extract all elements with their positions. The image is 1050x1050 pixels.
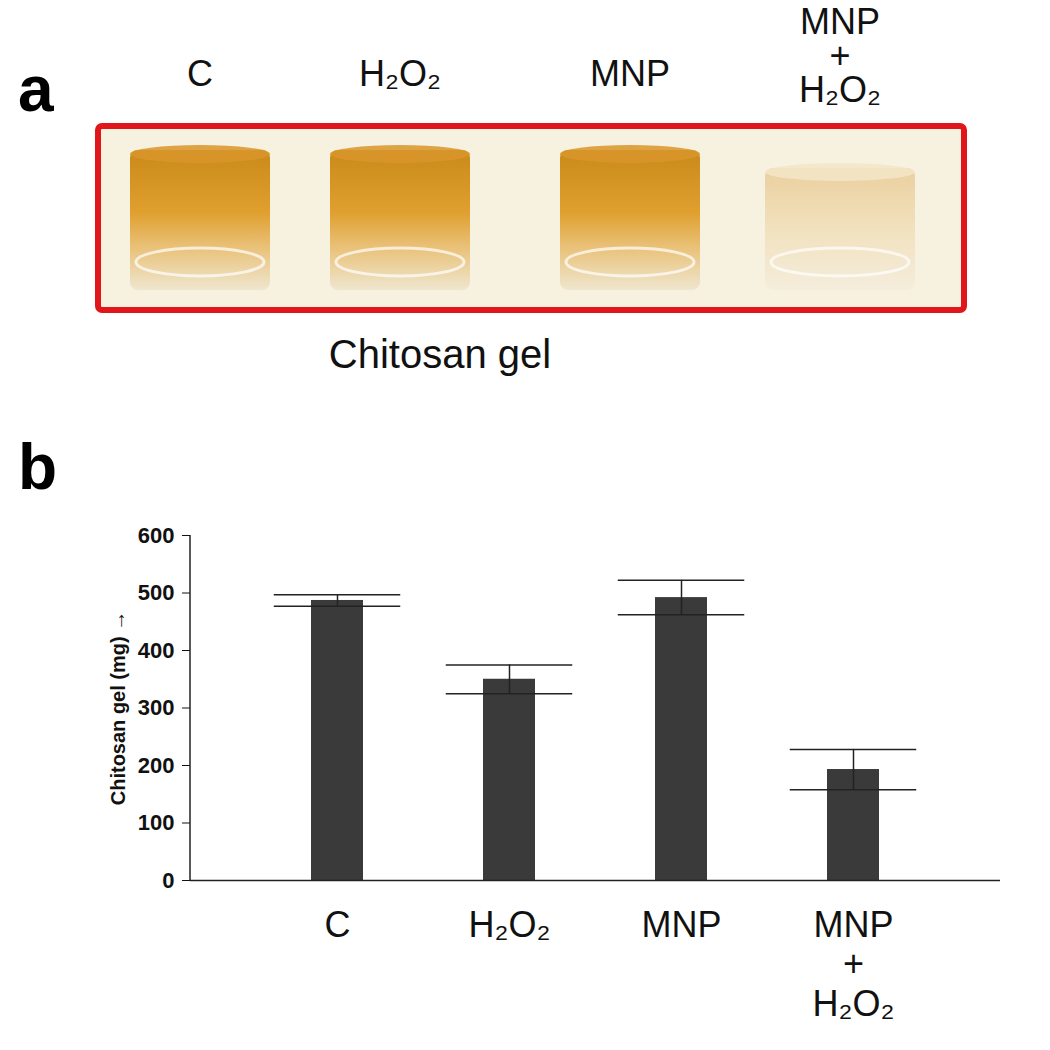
svg-text:Chitosan gel: Chitosan gel: [329, 332, 551, 376]
svg-text:H₂O₂: H₂O₂: [359, 53, 441, 94]
svg-text:500: 500: [138, 580, 175, 605]
svg-text:Chitosan gel (mg) →: Chitosan gel (mg) →: [107, 611, 129, 805]
html-text:b: b: [18, 431, 58, 503]
svg-text:600: 600: [138, 523, 175, 548]
svg-text:100: 100: [138, 810, 175, 835]
svg-text:200: 200: [138, 753, 175, 778]
svg-text:C: C: [187, 53, 213, 94]
html-text:a: a: [18, 53, 54, 125]
svg-text:C: C: [325, 904, 351, 945]
svg-text:MNP: MNP: [642, 904, 722, 945]
svg-text:MNP+H₂O₂: MNP+H₂O₂: [813, 904, 895, 1024]
svg-text:300: 300: [138, 695, 175, 720]
svg-text:H₂O₂: H₂O₂: [469, 904, 551, 945]
svg-text:MNP+H₂O₂: MNP+H₂O₂: [799, 1, 881, 110]
svg-text:MNP: MNP: [590, 53, 670, 94]
svg-text:0: 0: [162, 868, 174, 893]
svg-text:400: 400: [138, 638, 175, 663]
